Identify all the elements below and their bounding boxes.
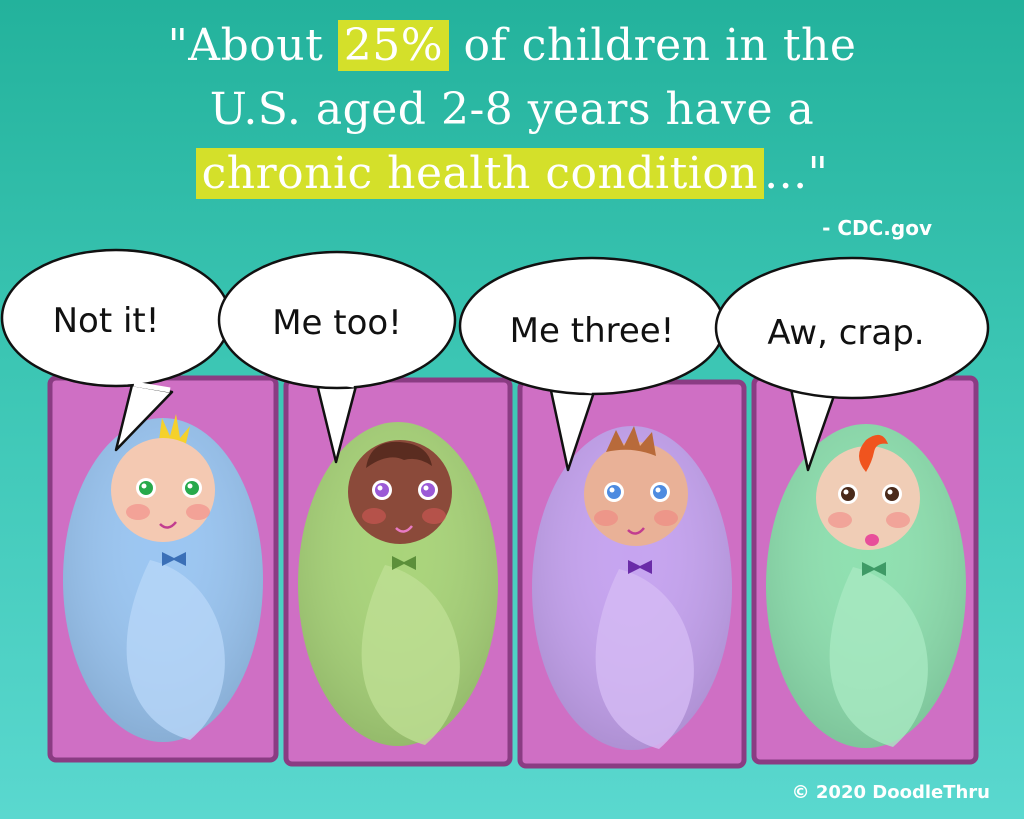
quote-line-1: "About 25% of children in the <box>0 14 1024 78</box>
quote-line-2: U.S. aged 2-8 years have a <box>209 84 815 135</box>
bubble-text-2: Me too! <box>272 303 402 343</box>
speech-bubble-3: Me three! <box>458 256 726 472</box>
baby-1 <box>63 414 263 742</box>
bowtie-icon <box>162 552 186 566</box>
quote-line-3: chronic health condition ..." <box>0 142 1024 206</box>
bowtie-icon <box>862 562 886 576</box>
quote-line-1-end: of children in the <box>449 20 857 71</box>
baby-3 <box>532 426 732 750</box>
bubble-text-3: Me three! <box>510 311 675 351</box>
baby-4 <box>766 424 966 748</box>
hair-tuft-icon <box>606 426 656 456</box>
speech-bubble-2: Me too! <box>217 250 457 464</box>
hair-tuft-icon <box>366 441 432 468</box>
bubble-text-4: Aw, crap. <box>767 313 924 353</box>
copyright-credit: © 2020 DoodleThru <box>791 782 990 803</box>
quote-text: "About 25% of children in the U.S. aged … <box>0 14 1024 206</box>
bowtie-icon <box>392 556 416 570</box>
bubble-text-1: Not it! <box>53 301 160 341</box>
quote-line-1-start: "About <box>167 20 338 71</box>
quote-source: - CDC.gov <box>822 216 932 240</box>
speech-bubble-4: Aw, crap. <box>714 256 990 472</box>
quote-highlight-percent: 25% <box>337 20 450 71</box>
speech-bubble-1: Not it! <box>0 248 232 452</box>
quote-line-3-end: ..." <box>764 148 829 199</box>
bowtie-icon <box>628 560 652 574</box>
baby-2 <box>298 422 498 746</box>
hair-curl-icon <box>859 434 888 472</box>
quote-highlight-condition: chronic health condition <box>195 148 765 199</box>
